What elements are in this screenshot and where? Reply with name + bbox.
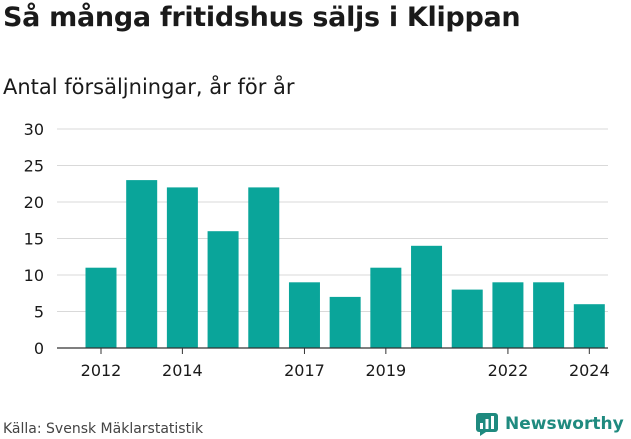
bar: [451, 289, 483, 348]
bar: [370, 267, 402, 348]
x-tick-label: 2019: [365, 361, 406, 380]
bar: [126, 180, 158, 348]
x-tick-label: 2024: [569, 361, 610, 380]
y-tick-label: 15: [24, 230, 44, 249]
source-note: Källa: Svensk Mäklarstatistik: [3, 421, 204, 437]
newsworthy-logo-icon: [476, 413, 498, 436]
bar: [85, 267, 117, 348]
y-tick-label: 20: [24, 193, 44, 212]
bar: [288, 282, 320, 348]
y-tick-label: 5: [34, 303, 44, 322]
y-tick-label: 25: [24, 157, 44, 176]
bar: [533, 282, 565, 348]
chart-subtitle: Antal försäljningar, år för år: [3, 75, 295, 99]
bar: [166, 187, 198, 348]
bar: [573, 304, 605, 348]
bar: [329, 296, 361, 348]
chart-title: Så många fritidshus säljs i Klippan: [3, 2, 521, 33]
y-tick-label: 30: [24, 120, 44, 139]
bar: [248, 187, 280, 348]
x-tick-label: 2022: [488, 361, 529, 380]
y-tick-label: 0: [34, 339, 44, 358]
x-tick-label: 2017: [284, 361, 325, 380]
x-tick-label: 2012: [81, 361, 122, 380]
brand-logo: Newsworthy: [475, 409, 624, 439]
bar: [492, 282, 524, 348]
y-tick-label: 10: [24, 266, 44, 285]
x-tick-label: 2014: [162, 361, 203, 380]
bar: [411, 245, 443, 348]
brand-name: Newsworthy: [505, 414, 624, 434]
bar: [207, 231, 239, 348]
